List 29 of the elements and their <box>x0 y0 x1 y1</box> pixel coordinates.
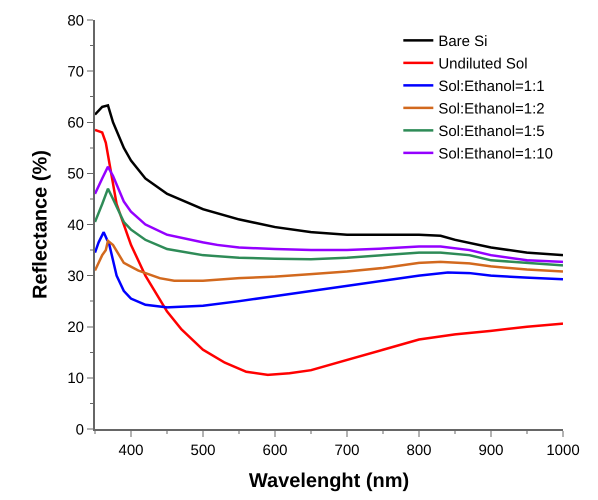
line-series <box>95 230 563 309</box>
legend-label: Sol:Ethanol=1:2 <box>438 100 545 118</box>
line-series <box>95 240 563 282</box>
x-axis-title: Wavelenght (nm) <box>248 470 410 492</box>
y-tick-label: 30 <box>67 268 84 285</box>
y-axis-title: Reflectance (%) <box>29 150 52 299</box>
y-tick-label: 20 <box>67 319 84 336</box>
line-series <box>95 104 563 256</box>
x-tick-label: 1000 <box>546 442 580 459</box>
legend-label: Sol:Ethanol=1:5 <box>438 123 545 140</box>
x-tick-label: 600 <box>262 442 288 459</box>
x-tick-label: 900 <box>478 442 504 459</box>
x-tick-label: 800 <box>406 442 432 459</box>
y-tick-label: 40 <box>67 216 84 234</box>
line-series <box>95 187 563 267</box>
y-tick-label: 80 <box>67 12 84 30</box>
x-tick-label: 700 <box>334 442 360 459</box>
y-tick-label: 50 <box>67 166 84 183</box>
legend-label: Sol:Ethanol=1:10 <box>438 146 554 163</box>
line-series <box>95 165 563 264</box>
x-tick-label: 400 <box>118 442 144 459</box>
legend-label: Bare Si <box>438 33 488 50</box>
y-tick-label: 70 <box>67 63 84 80</box>
legend-label: Undiluted Sol <box>438 56 528 73</box>
y-tick-label: 10 <box>67 370 84 388</box>
y-tick-label: 0 <box>76 421 84 438</box>
x-tick-label: 500 <box>190 442 216 459</box>
y-tick-label: 60 <box>67 114 84 132</box>
legend-label: Sol:Ethanol=1:1 <box>438 78 545 96</box>
